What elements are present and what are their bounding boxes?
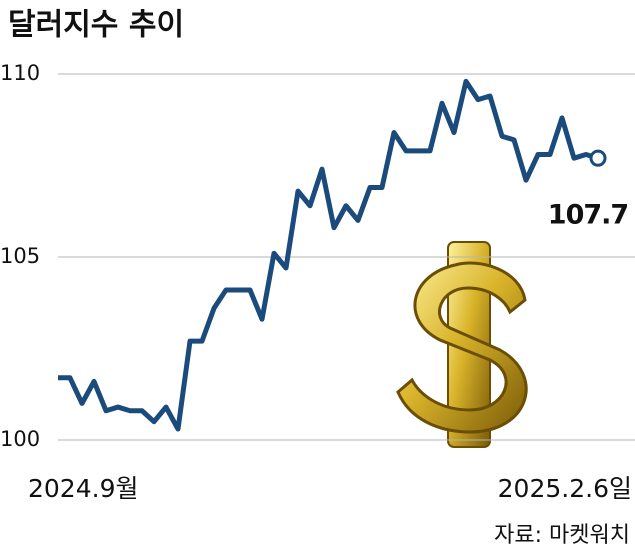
- data-line: [58, 78, 599, 432]
- y-tick-label: 100: [0, 427, 40, 451]
- x-tick-label: 2025.2.6일: [498, 474, 632, 503]
- y-tick-label: 110: [0, 61, 40, 85]
- dollar-icon: [396, 241, 528, 448]
- x-tick-label: 2024.9월: [28, 474, 138, 503]
- end-marker: [589, 149, 607, 167]
- y-tick-label: 105: [0, 244, 40, 268]
- chart-title: 달러지수 추이: [8, 8, 184, 43]
- source: 자료: 마켓워치: [494, 523, 630, 548]
- value-label: 107.7: [548, 200, 628, 231]
